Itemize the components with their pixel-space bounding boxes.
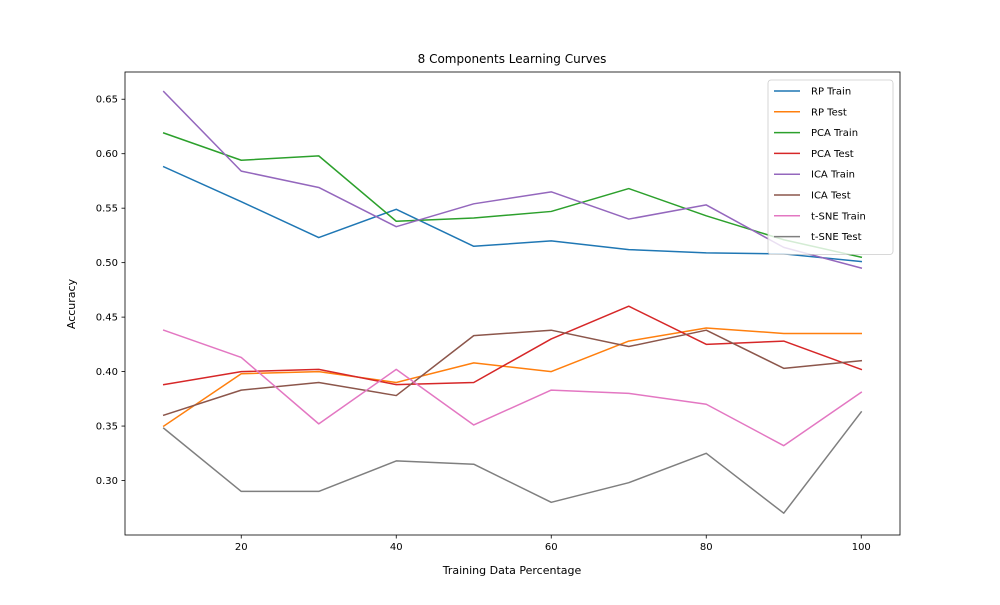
legend-label: PCA Test xyxy=(811,149,854,160)
y-tick-label: 0.40 xyxy=(96,367,118,378)
legend-label: ICA Test xyxy=(811,191,851,202)
legend-box xyxy=(767,79,894,255)
y-tick-label: 0.30 xyxy=(96,476,118,487)
y-tick-label: 0.55 xyxy=(96,204,118,215)
x-tick-label: 20 xyxy=(235,542,248,553)
x-tick-label: 40 xyxy=(390,542,403,553)
legend-label: RP Test xyxy=(811,107,847,118)
legend: RP Train RP Test PCA Train PCA Test ICA Trai… xyxy=(767,79,894,255)
series-line-pca-train xyxy=(162,132,863,259)
y-tick-label: 0.45 xyxy=(96,313,118,324)
legend-label: t-SNE Train xyxy=(811,211,866,222)
axes-frame xyxy=(124,71,901,536)
series-line-t-sne-train xyxy=(162,329,863,447)
x-tick-label: 100 xyxy=(852,542,871,553)
y-tick-label: 0.60 xyxy=(96,149,118,160)
x-tick-label: 60 xyxy=(545,542,558,553)
chart-title: 8 Components Learning Curves xyxy=(418,52,607,66)
legend-label: RP Train xyxy=(811,87,851,98)
legend-label: ICA Train xyxy=(811,170,855,181)
y-tick-label: 0.65 xyxy=(96,95,118,106)
y-tick-label: 0.35 xyxy=(96,422,118,433)
series-line-ica-train xyxy=(162,90,863,270)
x-tick-label: 80 xyxy=(700,542,713,553)
legend-label: t-SNE Test xyxy=(811,232,862,243)
series-line-t-sne-test xyxy=(162,410,863,514)
y-tick-label: 0.50 xyxy=(96,258,118,269)
series-line-rp-train xyxy=(162,165,863,263)
plot-area: 20 40 60 80 100 0.30 0.35 0.40 0.45 0.50 0.55 0.60 0… xyxy=(96,71,901,553)
x-axis-label: Training Data Percentage xyxy=(442,564,582,577)
y-axis-label: Accuracy xyxy=(65,278,78,329)
series-line-ica-test xyxy=(162,329,863,417)
legend-label: PCA Train xyxy=(811,128,858,139)
series-line-pca-test xyxy=(162,305,863,386)
series-line-rp-test xyxy=(162,327,862,428)
